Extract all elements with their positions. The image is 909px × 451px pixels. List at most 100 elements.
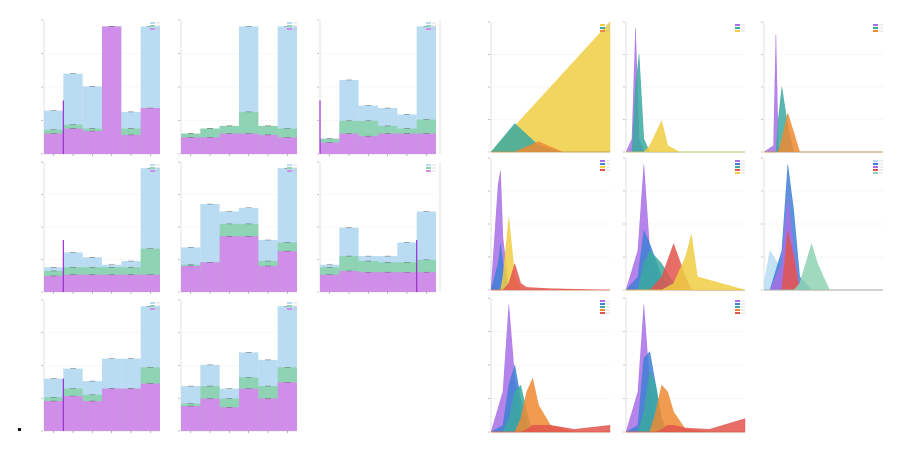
bar (239, 133, 259, 154)
bar (102, 26, 122, 155)
legend-swatch (735, 166, 740, 168)
legend-swatch (426, 167, 431, 169)
legend-swatch (735, 27, 740, 29)
legend-swatch (426, 22, 431, 24)
panel-right-2 (623, 21, 745, 153)
area-series (764, 197, 883, 291)
bar (239, 388, 259, 431)
panel-left-7 (41, 299, 160, 433)
bar (200, 137, 220, 154)
legend-swatch (735, 172, 740, 174)
legend-swatch (150, 28, 155, 30)
legend-swatch (600, 312, 605, 314)
legend-swatch (600, 166, 605, 168)
bar (181, 266, 201, 292)
panel-right-8 (623, 297, 746, 433)
area-series (625, 28, 745, 153)
bar (378, 133, 398, 154)
area-series (491, 141, 610, 153)
bar (320, 274, 340, 292)
legend-swatch (600, 309, 605, 311)
legend-swatch (150, 302, 155, 304)
legend-swatch (287, 302, 292, 304)
bar (277, 26, 297, 155)
corner-mark (18, 428, 21, 431)
legend-swatch (600, 303, 605, 305)
legend-swatch (600, 160, 605, 162)
bar (258, 134, 278, 154)
panel-left-3 (317, 19, 441, 156)
bar (82, 131, 102, 154)
legend-swatch (426, 164, 431, 166)
legend-swatch (287, 28, 292, 30)
legend-swatch (600, 27, 605, 29)
bar (181, 406, 201, 431)
legend-swatch (873, 27, 878, 29)
area-series (626, 418, 746, 433)
bar (82, 274, 102, 292)
legend-swatch (600, 163, 605, 165)
bar (200, 398, 220, 431)
bar (200, 262, 220, 292)
bar (416, 272, 436, 292)
bar (378, 272, 398, 292)
bar (63, 128, 83, 154)
legend-swatch (735, 312, 740, 314)
bar (239, 236, 259, 292)
bar (140, 108, 160, 154)
legend-swatch (150, 305, 155, 307)
bar (320, 142, 340, 154)
legend-swatch (287, 308, 292, 310)
bar (339, 270, 359, 292)
bar (397, 133, 417, 154)
legend-swatch (150, 308, 155, 310)
legend-swatch (600, 169, 605, 171)
legend-swatch (735, 160, 740, 162)
area-series (491, 217, 610, 291)
area-series (626, 54, 745, 153)
bar (140, 383, 160, 431)
legend-swatch (150, 22, 155, 24)
legend-swatch (600, 24, 605, 26)
bar (121, 274, 141, 292)
bar (258, 266, 278, 292)
panel-right-3 (761, 21, 883, 153)
panel-right-6 (761, 157, 883, 291)
legend-swatch (150, 167, 155, 169)
legend-swatch (287, 25, 292, 27)
legend-swatch (287, 170, 292, 172)
legend-swatch (735, 169, 740, 171)
bar (82, 401, 102, 431)
legend-swatch (426, 25, 431, 27)
area-series (764, 243, 883, 291)
bar (219, 236, 239, 292)
bar (416, 133, 436, 154)
bar (358, 136, 378, 154)
bar (44, 401, 64, 431)
legend-swatch (287, 305, 292, 307)
legend-swatch (735, 309, 740, 311)
panel-left-6 (317, 161, 441, 294)
bar (339, 133, 359, 154)
area-series (626, 120, 745, 153)
bar (102, 274, 122, 292)
bar (277, 251, 297, 292)
area-series (491, 262, 611, 291)
legend-swatch (873, 30, 878, 32)
panel-left-1 (41, 19, 160, 156)
bar (358, 272, 378, 292)
bar (397, 272, 417, 292)
legend-swatch (287, 167, 292, 169)
legend-swatch (873, 172, 878, 174)
panel-left-4 (41, 161, 160, 294)
bar (63, 396, 83, 431)
legend-swatch (735, 30, 740, 32)
legend-swatch (150, 25, 155, 27)
panel-right-4 (488, 157, 611, 291)
legend-swatch (600, 300, 605, 302)
bar (63, 274, 83, 292)
legend-swatch (873, 163, 878, 165)
legend-swatch (735, 303, 740, 305)
panel-right-1 (488, 21, 611, 153)
